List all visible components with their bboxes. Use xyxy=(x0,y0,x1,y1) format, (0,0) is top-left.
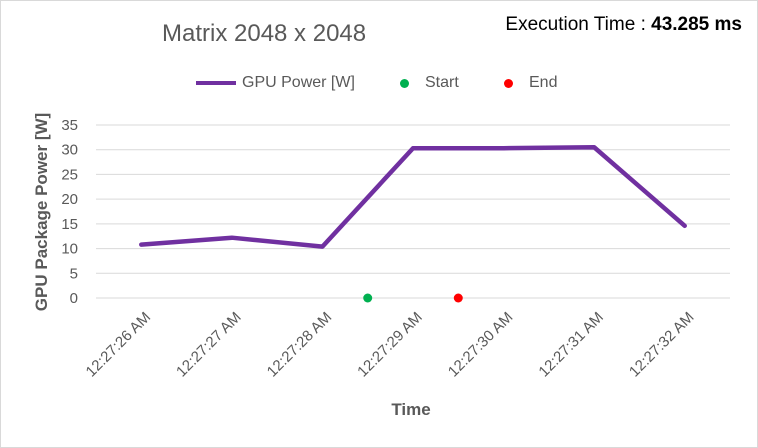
chart-title: Matrix 2048 x 2048 xyxy=(162,20,367,47)
x-tick-label: 12:27:30 AM xyxy=(445,309,517,381)
execution-time-value: 43.285 ms xyxy=(651,14,742,35)
x-tick-label: 12:27:32 AM xyxy=(626,309,698,381)
y-tick-label: 30 xyxy=(61,142,78,159)
y-tick-label: 25 xyxy=(61,166,78,183)
legend-dot-start xyxy=(400,78,409,88)
y-tick-label: 5 xyxy=(70,265,78,282)
y-tick-label: 0 xyxy=(70,290,78,307)
legend-label-end: End xyxy=(529,74,558,91)
y-tick-label: 15 xyxy=(61,216,78,233)
legend-item-start: Start xyxy=(400,74,459,92)
legend-dot-end xyxy=(504,78,513,88)
legend-label-start: Start xyxy=(425,74,459,91)
series-line-gpu-power xyxy=(139,144,687,249)
y-tick-label: 35 xyxy=(61,117,78,134)
legend-item-end: End xyxy=(504,74,557,92)
marker-end xyxy=(453,293,463,303)
execution-time-annotation: Execution Time : 43.285 ms xyxy=(505,14,742,36)
x-tick-label: 12:27:28 AM xyxy=(264,309,336,381)
x-tick-label: 12:27:31 AM xyxy=(535,309,607,381)
x-tick-label: 12:27:29 AM xyxy=(354,309,426,381)
x-axis-label: Time xyxy=(391,400,430,419)
y-tick-label: 20 xyxy=(61,191,78,208)
y-tick-label: 10 xyxy=(61,241,78,258)
marker-start xyxy=(363,293,373,303)
x-tick-label: 12:27:26 AM xyxy=(83,309,155,381)
legend-line-swatch xyxy=(196,81,236,85)
legend-item-gpu-power: GPU Power [W] xyxy=(196,74,355,92)
legend-label-gpu-power: GPU Power [W] xyxy=(242,74,355,91)
x-tick-label: 12:27:27 AM xyxy=(173,309,245,381)
execution-time-label: Execution Time : xyxy=(505,14,646,35)
y-axis-label: GPU Package Power [W] xyxy=(32,113,51,311)
